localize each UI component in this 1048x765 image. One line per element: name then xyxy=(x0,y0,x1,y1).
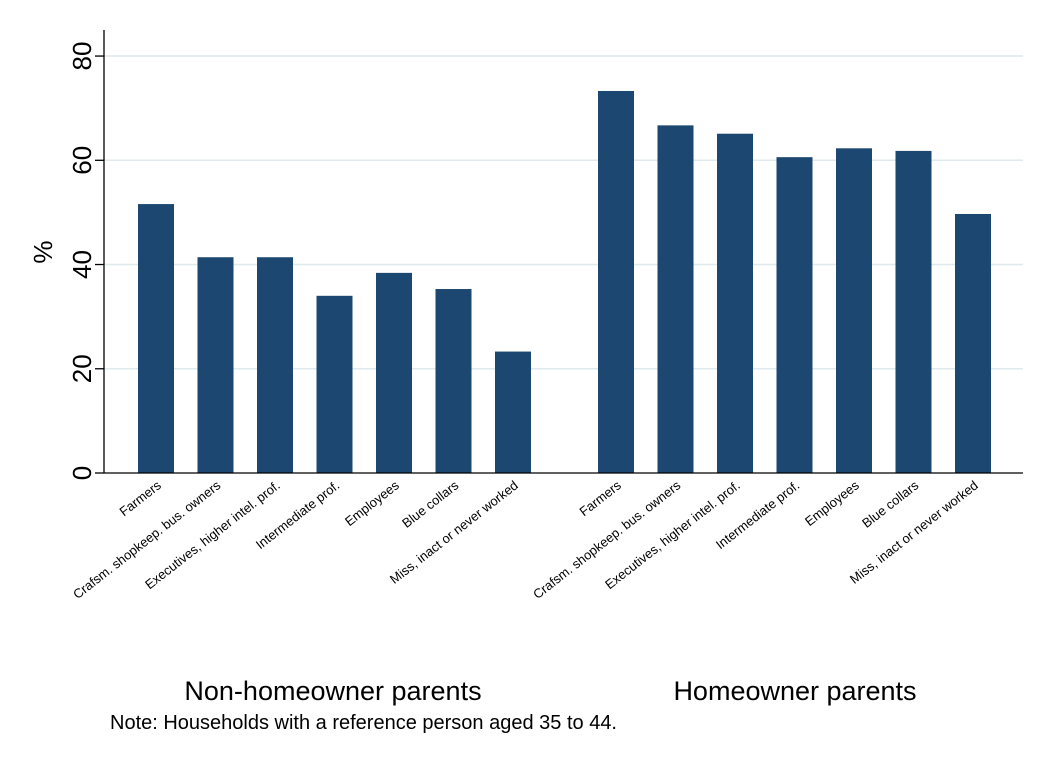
y-tick-label-0: 0 xyxy=(67,466,97,480)
bar-0-4 xyxy=(376,272,412,473)
x-tick-label-1-4: Employees xyxy=(802,477,862,529)
y-tick-label-20: 20 xyxy=(67,354,97,383)
bar-1-6 xyxy=(955,213,991,474)
x-tick-label-0-4: Employees xyxy=(342,477,402,529)
bar-1-1 xyxy=(657,125,694,473)
gridlines xyxy=(104,55,1023,370)
group-label-non-homeowner: Non-homeowner parents xyxy=(184,676,481,706)
x-tick-label-1-0: Farmers xyxy=(576,477,624,519)
bar-1-3 xyxy=(776,157,813,473)
bar-0-0 xyxy=(138,204,174,473)
bar-1-5 xyxy=(895,150,932,473)
bar-1-4 xyxy=(836,148,872,473)
chart-note: Note: Households with a reference person… xyxy=(110,712,617,734)
group-label-homeowner: Homeowner parents xyxy=(673,676,916,706)
axes: 0 20 40 60 80 xyxy=(67,30,1023,480)
bar-0-2 xyxy=(257,257,293,473)
bar-0-3 xyxy=(316,295,353,473)
y-tick-label-40: 40 xyxy=(67,250,97,279)
y-tick-label-60: 60 xyxy=(67,146,97,175)
y-axis-label: % xyxy=(28,240,58,263)
bar-0-1 xyxy=(197,257,234,473)
bar-0-6 xyxy=(495,351,531,473)
x-tick-label-0-0: Farmers xyxy=(116,477,164,519)
bars xyxy=(138,90,991,474)
bar-1-0 xyxy=(598,90,634,473)
bar-1-2 xyxy=(717,133,753,473)
bar-0-5 xyxy=(435,289,472,473)
y-tick-label-80: 80 xyxy=(67,42,97,71)
